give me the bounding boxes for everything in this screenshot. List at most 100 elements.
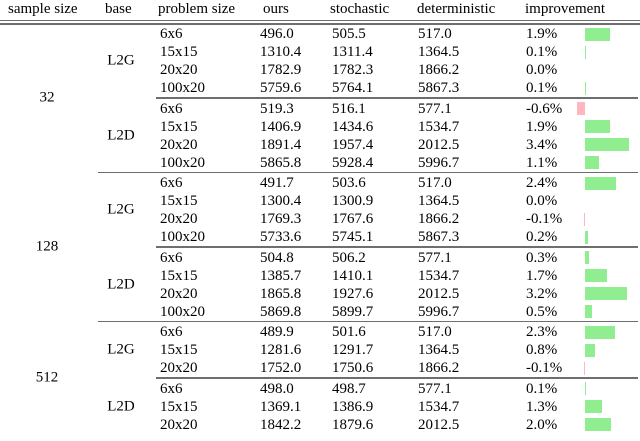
- improvement-bar: [585, 120, 610, 133]
- problem-size-cell: 100x20: [160, 229, 205, 245]
- column-header-problem-size: problem size: [158, 1, 236, 17]
- ours-cell: 1406.9: [260, 118, 302, 135]
- problem-size-cell: 20x20: [160, 62, 198, 78]
- improvement-cell: 2.4%: [526, 175, 558, 191]
- column-header-stochastic: stochastic: [330, 1, 390, 17]
- table-row: 20x20 1769.3 1767.6 1866.2 -0.1%: [0, 210, 640, 228]
- table-row: 15x15 1369.1 1386.9 1534.7 1.3%: [0, 398, 640, 416]
- table-row: 6x6 496.0 505.5 517.0 1.9%: [0, 25, 640, 43]
- deterministic-cell: 517.0: [418, 324, 452, 340]
- table-row: 15x15 1300.4 1300.9 1364.5 0.0%: [0, 192, 640, 210]
- ours-cell: 5869.8: [260, 303, 302, 320]
- ours-cell: 1369.1: [260, 398, 302, 415]
- ours-cell: 5865.8: [260, 154, 302, 171]
- deterministic-cell: 1866.2: [418, 62, 460, 78]
- stochastic-cell: 503.6: [332, 175, 366, 191]
- stochastic-cell: 1750.6: [332, 360, 374, 376]
- sample-group-separator: [98, 171, 638, 174]
- table-row: 15x15 1385.7 1410.1 1534.7 1.7%: [0, 267, 640, 285]
- stochastic-cell: 505.5: [332, 26, 366, 42]
- problem-size-cell: 15x15: [160, 342, 198, 358]
- improvement-cell: 1.9%: [526, 118, 558, 135]
- deterministic-cell: 1364.5: [418, 193, 460, 209]
- table-row: 20x20 1752.0 1750.6 1866.2 -0.1%: [0, 359, 640, 377]
- problem-size-cell: 100x20: [160, 80, 205, 96]
- sample-size-label: 128: [35, 238, 59, 255]
- stochastic-cell: 1957.4: [332, 136, 374, 153]
- problem-size-cell: 20x20: [160, 136, 198, 153]
- stochastic-cell: 1291.7: [332, 342, 374, 358]
- stochastic-cell: 1410.1: [332, 267, 374, 284]
- deterministic-cell: 1866.2: [418, 360, 460, 376]
- deterministic-cell: 2012.5: [418, 285, 460, 302]
- deterministic-cell: 517.0: [418, 26, 452, 42]
- deterministic-cell: 1866.2: [418, 211, 460, 227]
- table-row: 100x20 5865.8 5928.4 5996.7 1.1%: [0, 154, 640, 172]
- ours-cell: 1752.0: [260, 360, 302, 376]
- improvement-bar: [585, 305, 592, 318]
- ours-cell: 491.7: [260, 175, 294, 191]
- stochastic-cell: 1879.6: [332, 416, 374, 433]
- improvement-bar: [585, 382, 587, 395]
- improvement-bar: [583, 361, 585, 375]
- deterministic-cell: 5867.3: [418, 229, 460, 245]
- table-row: 100x20 5733.6 5745.1 5867.3 0.2%: [0, 228, 640, 246]
- deterministic-cell: 5867.3: [418, 80, 460, 96]
- deterministic-cell: 5996.7: [418, 154, 460, 171]
- improvement-cell: 1.7%: [526, 267, 558, 284]
- improvement-bar: [585, 287, 627, 300]
- problem-size-cell: 20x20: [160, 416, 198, 433]
- base-label: L2D: [107, 127, 135, 143]
- base-label: L2G: [107, 341, 135, 358]
- ours-cell: 1782.9: [260, 62, 302, 78]
- improvement-bar: [583, 212, 585, 226]
- improvement-cell: -0.1%: [526, 360, 563, 376]
- improvement-cell: 0.0%: [526, 62, 558, 78]
- deterministic-cell: 1534.7: [418, 118, 460, 135]
- deterministic-cell: 1534.7: [418, 398, 460, 415]
- header-rule-bottom: [0, 23, 640, 25]
- base-label: L2G: [107, 52, 135, 69]
- ours-cell: 1300.4: [260, 193, 302, 209]
- stochastic-cell: 5899.7: [332, 303, 374, 320]
- problem-size-cell: 6x6: [160, 100, 183, 117]
- ours-cell: 1281.6: [260, 342, 302, 358]
- improvement-bar: [585, 343, 596, 357]
- stochastic-cell: 506.2: [332, 249, 366, 266]
- stochastic-cell: 1300.9: [332, 193, 374, 209]
- deterministic-cell: 577.1: [418, 380, 452, 397]
- improvement-bar: [585, 325, 615, 339]
- base-label: L2D: [107, 276, 135, 292]
- base-group-separator: [156, 246, 638, 248]
- improvement-cell: 0.8%: [526, 342, 558, 358]
- improvement-cell: 0.1%: [526, 80, 558, 96]
- base-label: L2G: [107, 201, 135, 218]
- ours-cell: 1385.7: [260, 267, 302, 284]
- problem-size-cell: 15x15: [160, 118, 198, 135]
- ours-cell: 1310.4: [260, 44, 302, 60]
- improvement-bar: [585, 81, 587, 95]
- ours-cell: 1769.3: [260, 211, 302, 227]
- problem-size-cell: 6x6: [160, 249, 183, 266]
- improvement-bar: [585, 45, 587, 59]
- improvement-cell: 1.1%: [526, 154, 558, 171]
- stochastic-cell: 501.6: [332, 324, 366, 340]
- sample-group-separator: [98, 320, 638, 323]
- column-header-ours: ours: [263, 1, 289, 17]
- table-row: 100x20 5869.8 5899.7 5996.7 0.5%: [0, 303, 640, 321]
- problem-size-cell: 6x6: [160, 324, 183, 340]
- deterministic-cell: 577.1: [418, 100, 452, 117]
- improvement-cell: 0.2%: [526, 229, 558, 245]
- column-header-base: base: [105, 1, 132, 17]
- improvement-bar: [585, 230, 588, 244]
- base-group-separator: [156, 377, 638, 379]
- improvement-cell: 3.2%: [526, 285, 558, 302]
- ours-cell: 496.0: [260, 26, 294, 42]
- problem-size-cell: 100x20: [160, 303, 205, 320]
- deterministic-cell: 1364.5: [418, 342, 460, 358]
- ours-cell: 504.8: [260, 249, 294, 266]
- improvement-bar: [585, 269, 608, 282]
- problem-size-cell: 15x15: [160, 398, 198, 415]
- column-header-improvement: improvement: [525, 1, 605, 17]
